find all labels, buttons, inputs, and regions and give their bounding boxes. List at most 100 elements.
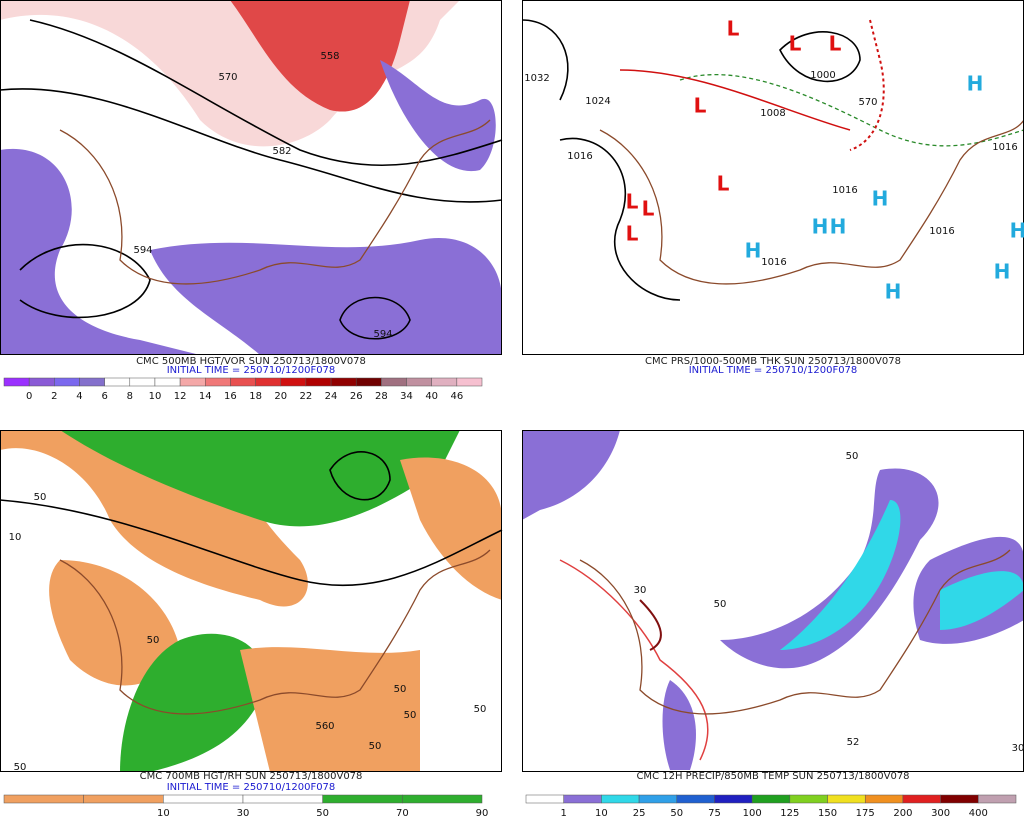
contour-label: 30: [1012, 743, 1024, 754]
colorbar-label: 125: [780, 808, 799, 819]
high-marker: H: [812, 215, 829, 239]
colorbar-swatch: [978, 794, 1017, 804]
map-surface: [521, 0, 1024, 355]
colorbar-swatch: [3, 377, 30, 387]
contour-label: 50: [714, 599, 727, 610]
contour-label: 1024: [585, 96, 610, 107]
contour-label: 10: [9, 532, 22, 543]
contour-label: 570: [218, 72, 237, 83]
high-marker: H: [872, 187, 889, 211]
colorbar-label: 100: [743, 808, 762, 819]
caption: CMC PRS/1000-500MB THK SUN 250713/1800V0…: [645, 356, 901, 367]
colorbar-swatch: [402, 794, 483, 804]
initial-time: INITIAL TIME = 250710/1200F078: [167, 365, 336, 376]
colorbar-label: 0: [26, 391, 32, 402]
contour-label: 1000: [810, 70, 835, 81]
colorbar-label: 18: [249, 391, 262, 402]
colorbar-label: 8: [127, 391, 133, 402]
contour-label: 560: [315, 721, 334, 732]
high-marker: H: [830, 215, 847, 239]
colorbar-label: 150: [818, 808, 837, 819]
colorbar-swatch: [79, 377, 105, 387]
low-marker: L: [717, 172, 730, 196]
contour-label: 594: [373, 329, 392, 340]
contour-label: 1016: [929, 226, 954, 237]
colorbar-label: 175: [856, 808, 875, 819]
colorbar-swatch: [330, 377, 357, 387]
colorbar-swatch: [525, 794, 564, 804]
contour-label: 1016: [992, 142, 1017, 153]
colorbar-label: 14: [199, 391, 212, 402]
contour-label: 1032: [524, 73, 549, 84]
colorbar-swatch: [431, 377, 458, 387]
colorbar-swatch: [789, 794, 828, 804]
colorbar-label: 12: [174, 391, 187, 402]
colorbar-swatch: [54, 377, 80, 387]
initial-time: INITIAL TIME = 250710/1200F078: [689, 365, 858, 376]
colorbar-label: 30: [237, 808, 250, 819]
colorbar-label: 10: [595, 808, 608, 819]
colorbar-swatch: [381, 377, 407, 387]
low-marker: L: [626, 222, 639, 246]
low-marker: L: [626, 190, 639, 214]
low-marker: L: [694, 94, 707, 118]
colorbar-swatch: [355, 377, 382, 387]
colorbar-swatch: [83, 794, 164, 804]
colorbar-swatch: [154, 377, 181, 387]
colorbar-swatch: [242, 794, 323, 804]
high-marker: H: [885, 280, 902, 304]
colorbar-swatch: [3, 794, 84, 804]
colorbar-swatch: [456, 377, 483, 387]
colorbar-label: 1: [561, 808, 567, 819]
colorbar-swatch: [406, 377, 432, 387]
colorbar-swatch: [230, 377, 256, 387]
colorbar-swatch: [563, 794, 602, 804]
colorbar-label: 22: [300, 391, 313, 402]
colorbar-label: 28: [375, 391, 388, 402]
contour-label: 594: [133, 245, 152, 256]
colorbar-swatch: [28, 377, 55, 387]
contour-label: 50: [147, 635, 160, 646]
colorbar-swatch: [280, 377, 307, 387]
colorbar-label: 10: [149, 391, 162, 402]
low-marker: L: [789, 32, 802, 56]
colorbar-label: 24: [325, 391, 338, 402]
colorbar-label: 25: [633, 808, 646, 819]
colorbar-swatch: [163, 794, 244, 804]
colorbar-label: 46: [450, 391, 463, 402]
colorbar-swatch: [601, 794, 640, 804]
colorbar-label: 400: [969, 808, 988, 819]
contour-label: 558: [320, 51, 339, 62]
colorbar-label: 2: [51, 391, 57, 402]
map-700mb: [0, 430, 503, 772]
colorbar-swatch: [940, 794, 979, 804]
colorbar-swatch: [205, 377, 231, 387]
contour-label: 50: [846, 451, 859, 462]
colorbar-label: 34: [400, 391, 413, 402]
caption: CMC 12H PRECIP/850MB TEMP SUN 250713/180…: [636, 771, 909, 782]
contour-label: 50: [394, 684, 407, 695]
contour-label: 582: [272, 146, 291, 157]
colorbar-label: 40: [425, 391, 438, 402]
contour-label: 52: [847, 737, 860, 748]
high-marker: H: [1010, 219, 1024, 243]
low-marker: L: [642, 197, 655, 221]
colorbar-label: 50: [670, 808, 683, 819]
colorbar-label: 300: [931, 808, 950, 819]
contour-label: 1016: [761, 257, 786, 268]
contour-label: 1016: [567, 151, 592, 162]
colorbar-label: 90: [476, 808, 489, 819]
high-marker: H: [967, 72, 984, 96]
colorbar-label: 70: [396, 808, 409, 819]
colorbar-swatch: [676, 794, 715, 804]
colorbar-swatch: [255, 377, 281, 387]
contour-label: 50: [404, 710, 417, 721]
high-marker: H: [745, 239, 762, 263]
colorbar-swatch: [305, 377, 332, 387]
caption: CMC 500MB HGT/VOR SUN 250713/1800V078: [136, 356, 366, 367]
low-marker: L: [727, 17, 740, 41]
colorbar-swatch: [751, 794, 791, 804]
colorbar-swatch: [714, 794, 753, 804]
contour-label: 1016: [832, 185, 857, 196]
